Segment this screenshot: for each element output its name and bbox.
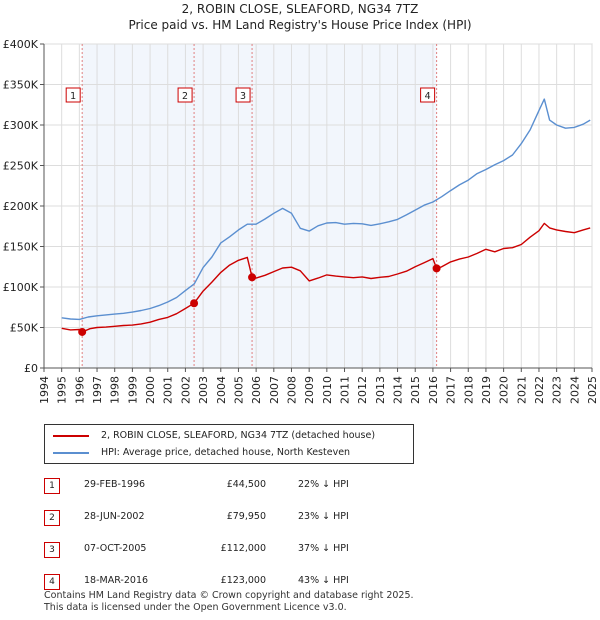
sale-price: £79,950 [226, 511, 266, 522]
sale-number-label: 4 [425, 91, 431, 102]
y-tick-label: £250K [3, 160, 39, 173]
sales-table: 1 29-FEB-1996 £44,500 22% ↓ HPI 2 28-JUN… [44, 474, 484, 602]
y-tick-label: £350K [3, 79, 39, 92]
footer-copyright: Contains HM Land Registry data © Crown c… [44, 590, 414, 601]
legend-swatch-property [53, 435, 89, 437]
x-tick-label: 2012 [356, 376, 369, 404]
sale-point [190, 299, 199, 308]
x-tick-label: 2007 [268, 376, 281, 404]
x-tick-label: 2014 [392, 376, 405, 404]
sale-date: 28-JUN-2002 [84, 511, 145, 522]
x-tick-label: 2016 [427, 376, 440, 404]
sale-date: 18-MAR-2016 [84, 575, 149, 586]
sale-hpi-diff: 23% ↓ HPI [298, 511, 349, 522]
y-tick-label: £0 [24, 362, 38, 375]
x-tick-label: 1995 [56, 376, 69, 404]
x-tick-label: 2013 [374, 376, 387, 404]
sale-number-badge: 3 [44, 542, 60, 558]
x-tick-label: 2019 [480, 376, 493, 404]
x-tick-label: 1994 [38, 376, 51, 404]
sale-number-box [65, 87, 81, 103]
legend-item-hpi: HPI: Average price, detached house, Nort… [45, 445, 411, 461]
x-tick-label: 2024 [568, 376, 581, 404]
price-chart: £0 £50K £100K £150K £200K £250K £300K £350K £400… [3, 38, 599, 404]
x-tick-label: 2020 [498, 376, 511, 404]
legend: 2, ROBIN CLOSE, SLEAFORD, NG34 7TZ (deta… [44, 424, 414, 464]
sale-date: 29-FEB-1996 [84, 479, 146, 490]
x-tick-label: 2021 [515, 376, 528, 404]
x-tick-label: 2008 [285, 376, 298, 404]
sale-number-label: 3 [240, 91, 246, 102]
sale-hpi-diff: 22% ↓ HPI [298, 479, 349, 490]
sale-date: 07-OCT-2005 [84, 543, 147, 554]
sale-number-badge: 1 [44, 478, 60, 494]
x-tick-label: 1999 [126, 376, 139, 404]
footer-licence: This data is licensed under the Open Gov… [44, 602, 347, 613]
y-tick-label: £400K [3, 38, 39, 51]
x-tick-label: 2015 [409, 376, 422, 404]
sale-row: 3 07-OCT-2005 £112,000 37% ↓ HPI [44, 538, 484, 570]
legend-item-property: 2, ROBIN CLOSE, SLEAFORD, NG34 7TZ (deta… [45, 428, 411, 444]
sale-price: £123,000 [220, 575, 266, 586]
x-tick-label: 2005 [232, 376, 245, 404]
property-price-line [61, 222, 591, 333]
y-tick-label: £100K [3, 281, 39, 294]
x-tick-label: 2004 [215, 376, 228, 404]
hpi-line [61, 98, 591, 321]
x-tick-label: 2001 [162, 376, 175, 404]
x-tick-label: 2011 [339, 376, 352, 404]
y-tick-label: £150K [3, 241, 39, 254]
x-tick-label: 2002 [179, 376, 192, 404]
x-tick-label: 2000 [144, 376, 157, 404]
footer: Contains HM Land Registry data © Crown c… [44, 590, 414, 614]
sale-number-badge: 2 [44, 510, 60, 526]
x-tick-label: 2006 [250, 376, 263, 404]
sale-price: £112,000 [220, 543, 266, 554]
y-tick-label: £50K [10, 322, 39, 335]
sale-hpi-diff: 37% ↓ HPI [298, 543, 349, 554]
sale-row: 4 18-MAR-2016 £123,000 43% ↓ HPI [44, 570, 484, 602]
sale-point [78, 327, 87, 336]
legend-swatch-hpi [53, 452, 89, 454]
sale-number-label: 1 [70, 91, 76, 102]
x-tick-label: 2003 [197, 376, 210, 404]
sale-number-box [420, 87, 436, 103]
y-tick-label: £200K [3, 200, 39, 213]
y-tick-label: £300K [3, 119, 39, 132]
sale-price: £44,500 [226, 479, 266, 490]
sale-number-box [177, 87, 193, 103]
x-tick-label: 1997 [91, 376, 104, 404]
chart-title: 2, ROBIN CLOSE, SLEAFORD, NG34 7TZ [181, 2, 419, 16]
x-tick-label: 2009 [303, 376, 316, 404]
sale-number-badge: 4 [44, 574, 60, 590]
sale-number-label: 2 [182, 91, 188, 102]
x-tick-label: 2023 [551, 376, 564, 404]
x-tick-label: 2018 [462, 376, 475, 404]
x-tick-label: 2010 [321, 376, 334, 404]
sale-number-box [235, 87, 251, 103]
x-tick-label: 2022 [533, 376, 546, 404]
x-tick-label: 1998 [109, 376, 122, 404]
x-tick-label: 2025 [586, 376, 599, 404]
chart-subtitle: Price paid vs. HM Land Registry's House … [128, 18, 472, 32]
legend-label-hpi: HPI: Average price, detached house, Nort… [101, 447, 351, 458]
sale-point [248, 273, 257, 282]
sale-hpi-diff: 43% ↓ HPI [298, 575, 349, 586]
x-tick-label: 1996 [73, 376, 86, 404]
sale-point [432, 264, 441, 273]
sale-row: 2 28-JUN-2002 £79,950 23% ↓ HPI [44, 506, 484, 538]
sale-row: 1 29-FEB-1996 £44,500 22% ↓ HPI [44, 474, 484, 506]
x-tick-label: 2017 [445, 376, 458, 404]
legend-label-property: 2, ROBIN CLOSE, SLEAFORD, NG34 7TZ (deta… [101, 430, 376, 441]
